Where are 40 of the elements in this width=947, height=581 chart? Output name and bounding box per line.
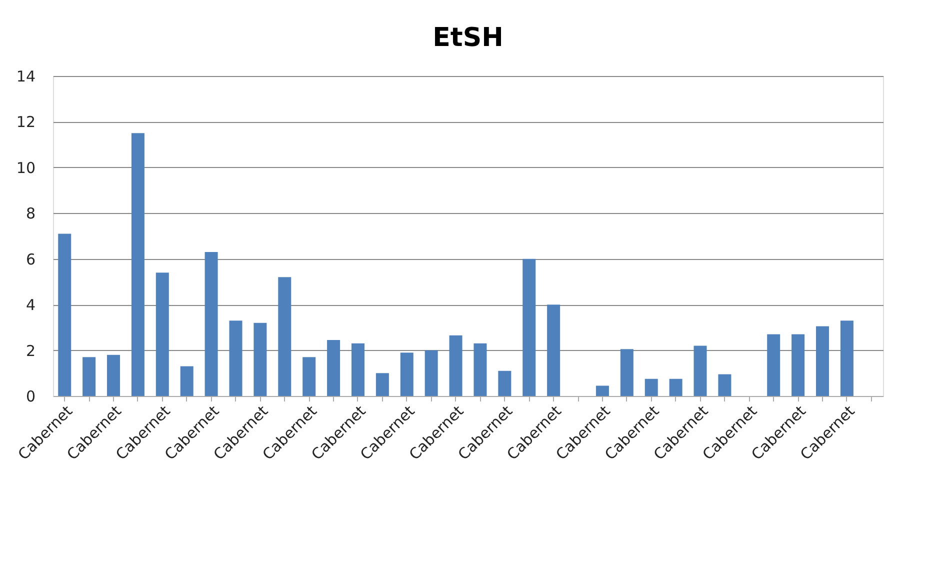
bar [376, 373, 389, 396]
bar [82, 357, 96, 396]
bar [156, 272, 169, 396]
bar [180, 366, 194, 396]
bar [131, 133, 144, 396]
y-tick-label: 6 [26, 250, 36, 268]
bar [620, 349, 634, 396]
bar [522, 258, 536, 396]
y-tick-label: 14 [16, 68, 36, 86]
bar [327, 340, 340, 396]
bar [229, 320, 242, 396]
bar [767, 334, 780, 396]
bar [669, 378, 682, 396]
y-tick-label: 0 [26, 388, 36, 406]
bar [58, 234, 72, 396]
bar [644, 378, 658, 396]
bar [254, 322, 267, 396]
y-tick-label: 2 [26, 342, 36, 360]
bar [718, 374, 732, 396]
chart-title: EtSH [432, 23, 504, 53]
y-tick-label: 12 [16, 113, 36, 132]
bar [278, 277, 292, 396]
bar [351, 343, 364, 396]
bar [840, 320, 854, 396]
bar [400, 352, 414, 396]
bar [424, 350, 438, 396]
bar [498, 370, 512, 396]
bar [792, 334, 805, 396]
bar [449, 335, 462, 396]
bar [547, 304, 560, 396]
y-tick-label: 8 [26, 204, 36, 223]
bar [596, 386, 609, 396]
y-tick-label: 4 [26, 296, 36, 314]
bar [204, 252, 218, 396]
y-tick-label: 10 [16, 158, 36, 177]
bar [816, 326, 829, 396]
bar [302, 357, 316, 396]
bar [474, 343, 487, 396]
bar [107, 354, 120, 396]
bar [694, 346, 707, 396]
